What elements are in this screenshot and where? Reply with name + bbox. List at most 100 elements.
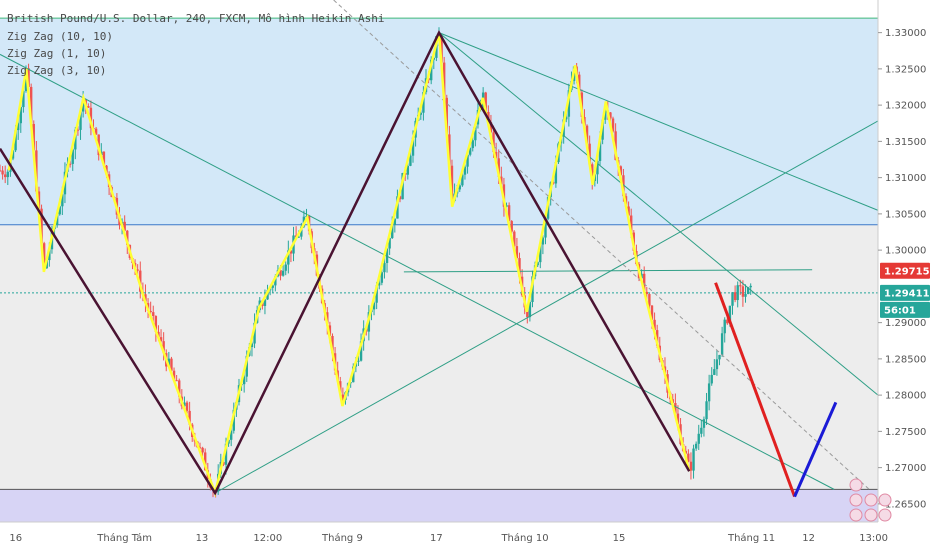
candle-body <box>74 129 77 150</box>
candle-body <box>242 376 246 385</box>
candle-body <box>749 285 752 288</box>
candle-body <box>494 151 498 159</box>
candle-body <box>653 319 656 331</box>
candle-body <box>463 166 467 175</box>
price-tick-label: 1.28000 <box>885 391 926 402</box>
time-tick-label: 15 <box>613 533 626 544</box>
candle-body <box>359 341 363 361</box>
horizontal-resistance[interactable] <box>403 269 813 273</box>
zigzag-minor-line[interactable] <box>7 32 691 498</box>
candle-body <box>526 307 529 318</box>
candle-body <box>689 461 693 471</box>
candle-body <box>700 427 703 434</box>
candle-body <box>61 194 64 207</box>
candle-body <box>422 92 425 113</box>
event-flag-icon[interactable] <box>849 508 863 522</box>
candle-body <box>1 170 4 175</box>
candle-body <box>440 35 443 63</box>
candle-body <box>24 68 28 91</box>
price-tick-label: 1.26500 <box>885 499 926 510</box>
candle-body <box>55 214 59 226</box>
event-flag-icon[interactable] <box>878 508 892 522</box>
event-flag-icon[interactable] <box>849 478 863 492</box>
candle-body <box>328 325 332 336</box>
candle-body <box>497 158 500 177</box>
candle-body <box>461 174 464 186</box>
candle-body <box>0 170 2 172</box>
candle-body <box>718 354 721 360</box>
candle-body <box>29 86 33 124</box>
candle-body <box>645 291 648 295</box>
candle-body <box>284 264 287 271</box>
candle-body <box>300 226 303 237</box>
candle-body <box>71 149 74 164</box>
candle-body <box>536 262 539 266</box>
candle-body <box>458 185 461 190</box>
candle-body <box>515 246 519 259</box>
projection-down-line[interactable] <box>714 282 796 498</box>
candle-body <box>489 122 493 133</box>
trendlines-layer <box>0 0 888 494</box>
price-tick-label: 1.31500 <box>885 137 926 148</box>
candle-body <box>162 341 165 354</box>
time-tick-label: 12:00 <box>253 533 282 544</box>
dashed-channel-line[interactable] <box>333 0 870 490</box>
time-tick-label: 13:00 <box>859 533 888 544</box>
candle-body <box>726 319 729 324</box>
candle-body <box>723 319 726 334</box>
candle-body <box>274 276 277 286</box>
candle-body <box>6 171 9 178</box>
candle-body <box>380 272 384 283</box>
price-tag <box>880 284 930 301</box>
candle-body <box>281 270 285 276</box>
candle-body <box>37 191 41 209</box>
legend-zigzag-2[interactable]: Zig Zag (1, 10) <box>7 47 106 60</box>
price-tick-label: 1.32500 <box>885 64 926 75</box>
candle-body <box>611 118 615 132</box>
trendline-from-peak-steep[interactable] <box>438 32 888 403</box>
candle-body <box>539 244 542 263</box>
legend-zigzag-3[interactable]: Zig Zag (3, 10) <box>7 64 106 77</box>
event-flag-icon[interactable] <box>878 493 892 507</box>
trendline-from-peak-shallow[interactable] <box>438 32 887 215</box>
price-tag-label: 1.29715 <box>884 266 930 277</box>
price-tick-label: 1.31000 <box>885 173 926 184</box>
candle-body <box>271 285 274 288</box>
candle-body <box>614 131 617 161</box>
legend-zigzag-1[interactable]: Zig Zag (10, 10) <box>7 30 113 43</box>
candle-body <box>227 439 230 444</box>
candle-body <box>705 401 708 420</box>
time-tick-label: 16 <box>9 533 22 544</box>
candle-body <box>58 206 61 215</box>
candle-body <box>250 343 254 347</box>
event-flag-icon[interactable] <box>849 493 863 507</box>
candle-body <box>398 196 402 200</box>
zigzag-major-line[interactable] <box>0 29 691 496</box>
candle-body <box>500 176 503 185</box>
candle-body <box>331 335 334 354</box>
price-tick-label: 1.28500 <box>885 354 926 365</box>
candle-body <box>297 236 300 238</box>
candle-body <box>232 409 235 431</box>
candle-body <box>728 305 732 324</box>
projection-up-line[interactable] <box>793 401 838 498</box>
time-tick-label: Tháng 10 <box>500 532 548 544</box>
middle-gray-zone <box>0 224 878 490</box>
event-flag-icon[interactable] <box>864 493 878 507</box>
price-tag-label: 1.29411 <box>884 288 930 299</box>
candle-body <box>622 175 625 197</box>
candle-body <box>510 221 513 232</box>
candle-body <box>396 196 399 219</box>
candle-body <box>11 150 15 159</box>
time-tick-label: 12 <box>802 533 815 544</box>
trendline-ascending[interactable] <box>214 115 888 494</box>
candle-body <box>565 116 568 120</box>
price-tag <box>880 301 930 318</box>
zone-layer <box>0 17 878 522</box>
candle-body <box>744 293 747 297</box>
time-tick-label: 13 <box>196 533 209 544</box>
price-tick-label: 1.27500 <box>885 427 926 438</box>
upper-blue-zone <box>0 18 878 225</box>
event-flag-icon[interactable] <box>864 508 878 522</box>
